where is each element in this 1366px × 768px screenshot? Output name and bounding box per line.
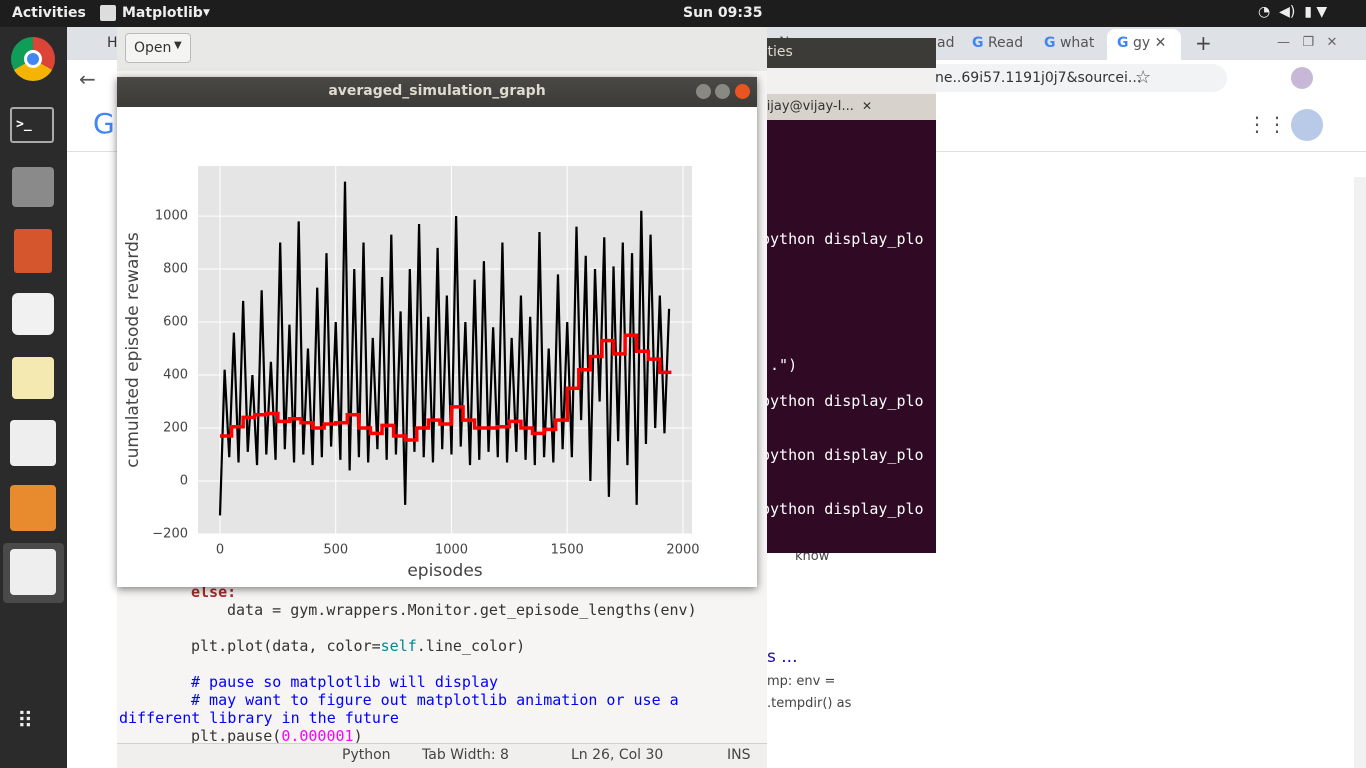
code-line: plt.plot(data, color=self.line_color) <box>191 637 525 655</box>
tab-close[interactable]: ✕ <box>862 99 873 113</box>
address: ne..69i57.1191j0j7&sourcei... <box>935 70 1142 86</box>
dock: >_ ⠿ <box>0 27 67 768</box>
impress-icon[interactable] <box>14 229 52 273</box>
window-controls[interactable]: — ❐ ✕ <box>1277 35 1338 50</box>
y-tick-label: 200 <box>163 421 188 436</box>
top-bar: Activities Matplotlib ▼ Sun 09:35 ◔ ◀) ▮… <box>0 0 1366 27</box>
maximize[interactable] <box>715 84 730 99</box>
apps[interactable]: ⋮⋮ <box>1247 112 1287 136</box>
app-icon[interactable] <box>10 549 56 595</box>
terminal-line: python display_plo <box>761 500 924 518</box>
logo: G <box>93 107 115 140</box>
y-tick-label: 400 <box>163 368 188 383</box>
gedit-header <box>117 27 767 71</box>
code-line: else: <box>191 583 237 601</box>
chrome-center <box>24 50 42 68</box>
code-number: 0.000001 <box>281 727 354 745</box>
terminal-line: ..") <box>761 356 798 374</box>
app-icon[interactable] <box>10 420 56 466</box>
code-comment: # pause so matplotlib will display <box>191 673 499 691</box>
data-line <box>218 181 671 516</box>
plot-window: averaged_simulation_graph cumulated epis… <box>117 77 757 587</box>
terminal-icon[interactable]: >_ <box>10 107 54 143</box>
clock[interactable]: Sun 09:35 <box>683 5 763 21</box>
y-axis-label: cumulated episode rewards <box>123 232 143 468</box>
close[interactable] <box>735 84 750 99</box>
status-position[interactable]: Ln 26, Col 30 <box>571 747 664 763</box>
status-language[interactable]: Python <box>342 747 391 763</box>
active-tab[interactable] <box>1107 29 1181 60</box>
scrollbar <box>1354 177 1366 768</box>
app-icon <box>100 5 116 21</box>
x-axis-label: episodes <box>407 561 482 581</box>
code: plt.plot(data, color= <box>191 637 381 655</box>
files-icon[interactable] <box>12 167 54 207</box>
dropdown: ▼ <box>174 40 182 51</box>
open-label: Open <box>134 40 172 56</box>
plot-title: averaged_simulation_graph <box>328 83 546 99</box>
x-tick-label: 500 <box>323 543 348 558</box>
tab-label: Read <box>987 35 1024 51</box>
status-bar <box>117 743 767 768</box>
result-text: mp: env = <box>767 674 836 689</box>
code-keyword: self <box>380 637 417 655</box>
x-tick-label: 1500 <box>551 543 584 558</box>
back[interactable]: ← <box>79 67 96 91</box>
minimize[interactable] <box>696 84 711 99</box>
avatar[interactable] <box>1291 67 1313 89</box>
code: ) <box>353 727 363 745</box>
account[interactable] <box>1291 109 1323 141</box>
new-tab[interactable]: + <box>1195 31 1212 55</box>
y-tick-label: 600 <box>163 315 188 330</box>
y-tick-label: 1000 <box>155 209 188 224</box>
activities[interactable]: Activities <box>12 5 86 21</box>
result-text: .tempdir() as <box>767 696 852 711</box>
y-tick-label: 0 <box>180 474 188 489</box>
tab[interactable]: G gy ✕ <box>1117 35 1167 51</box>
tab[interactable]: G what <box>1044 35 1095 51</box>
code-comment: # may want to figure out matplotlib anim… <box>191 691 679 709</box>
code-line: plt.pause(0.000001) <box>191 727 363 745</box>
x-tick-label: 1000 <box>435 543 468 558</box>
result-link[interactable]: s ... <box>767 647 798 667</box>
tab-label: gy <box>1132 35 1151 51</box>
show-apps[interactable]: ⠿ <box>17 709 34 734</box>
tab[interactable]: G Read <box>972 35 1024 51</box>
app-arrow: ▼ <box>203 8 210 18</box>
chart: cumulated episode rewards episodes −200 0… <box>123 166 700 581</box>
x-tick-label: 2000 <box>666 543 699 558</box>
plot-titlebar <box>117 77 757 107</box>
y-tick-label: 800 <box>163 262 188 277</box>
viewer-icon[interactable] <box>12 293 54 335</box>
status-mode: INS <box>727 747 751 763</box>
terminal-tab[interactable]: vijay@vijay-I... <box>759 99 854 114</box>
status-tabwidth[interactable]: Tab Width: 8 <box>422 747 509 763</box>
terminal-line: python display_plo <box>761 392 924 410</box>
app-menu[interactable]: Matplotlib <box>122 5 203 21</box>
tab[interactable]: ad <box>937 35 955 51</box>
code: .line_color) <box>416 637 526 655</box>
tab-label: what <box>1059 35 1095 51</box>
code-comment: different library in the future <box>119 709 399 727</box>
code: plt.pause( <box>191 727 282 745</box>
tab[interactable]: H <box>107 35 118 51</box>
open-button[interactable] <box>125 33 191 63</box>
star[interactable]: ☆ <box>1135 67 1152 88</box>
terminal-line: python display_plo <box>761 230 924 248</box>
editor-icon[interactable] <box>12 357 54 399</box>
data-line <box>219 333 672 442</box>
x-tick-label: 0 <box>216 543 224 558</box>
terminal-line: python display_plo <box>761 446 924 464</box>
system-icons[interactable]: ◔ ◀) ▮ ▼ <box>1258 4 1328 20</box>
app-icon[interactable] <box>10 485 56 531</box>
code-line: data = gym.wrappers.Monitor.get_episode_… <box>227 601 697 619</box>
y-tick-label: −200 <box>152 527 188 542</box>
